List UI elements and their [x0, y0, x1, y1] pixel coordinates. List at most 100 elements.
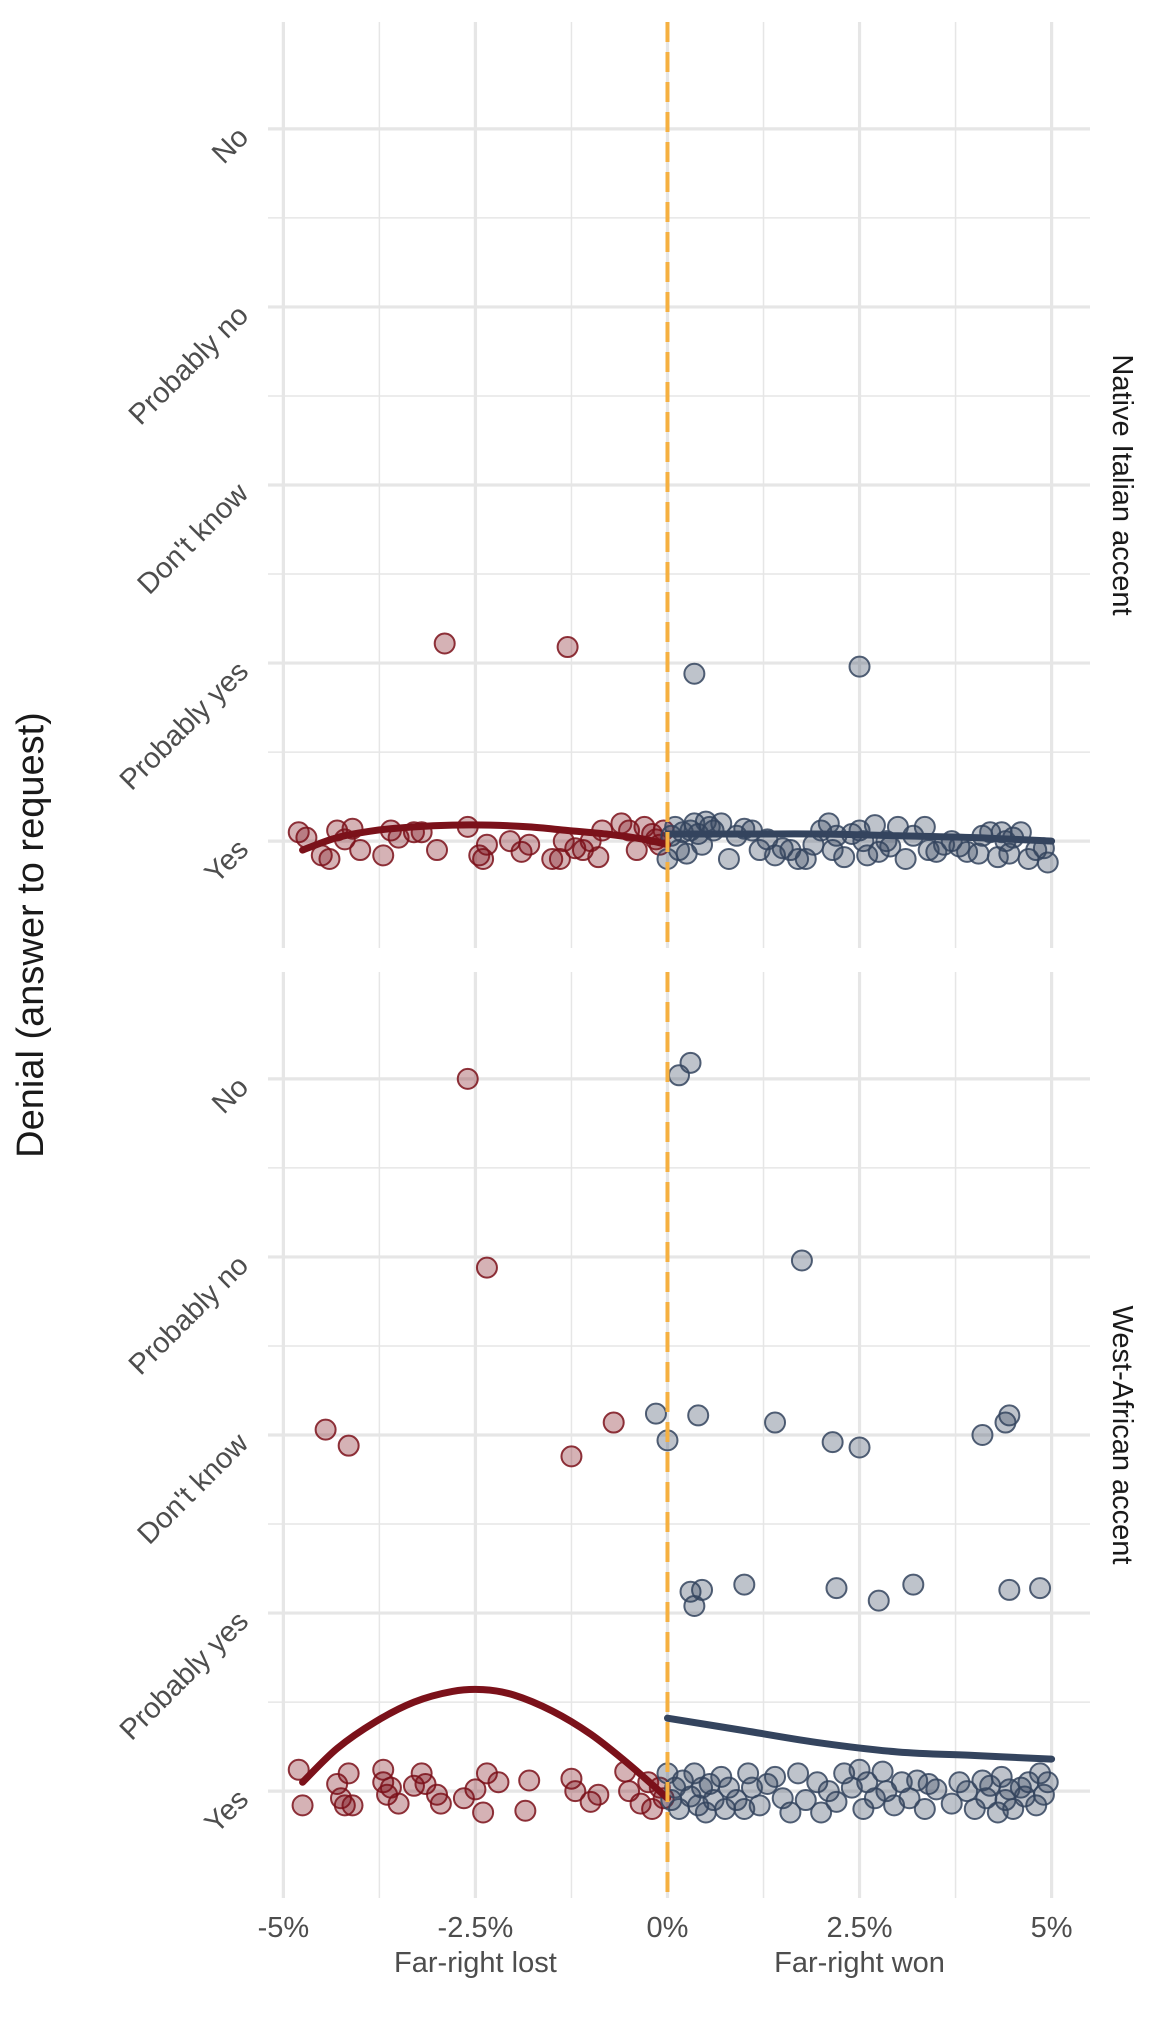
data-point: [464, 1778, 487, 1801]
data-point: [291, 1794, 314, 1817]
data-point: [587, 1783, 610, 1806]
data-point: [779, 1801, 802, 1824]
data-point: [990, 1765, 1013, 1788]
data-point: [867, 1589, 890, 1612]
data-point: [602, 1411, 625, 1434]
data-point: [679, 1051, 702, 1074]
data-point: [560, 1767, 583, 1790]
data-point: [998, 1578, 1021, 1601]
data-point: [825, 1577, 848, 1600]
data-point: [717, 1776, 740, 1799]
y-tick-label: No: [206, 1071, 255, 1120]
data-point: [337, 1434, 360, 1457]
data-point: [871, 1760, 894, 1783]
data-point: [848, 1758, 871, 1781]
fit-line-lost: [299, 821, 671, 854]
text-layer: Denial (answer to request) Yes Probably y…: [10, 121, 1138, 1979]
data-point: [787, 847, 810, 870]
data-point: [683, 662, 706, 685]
data-point: [514, 1799, 537, 1822]
y-tick-label: Probably yes: [114, 655, 255, 796]
panel-strip-label: Native Italian accent: [1106, 354, 1138, 615]
data-point: [764, 1765, 787, 1788]
fit-lines-layer: [299, 821, 1056, 1802]
y-tick-label: Probably no: [123, 1249, 255, 1381]
data-point: [825, 1790, 848, 1813]
data-point: [548, 847, 571, 870]
y-tick-label: Probably no: [123, 299, 255, 431]
x-tick-label: 5%: [1031, 1912, 1073, 1944]
data-point: [794, 1789, 817, 1812]
data-point: [337, 1762, 360, 1785]
data-point: [810, 1801, 833, 1824]
data-point: [902, 1573, 925, 1596]
data-point: [748, 1794, 771, 1817]
data-point: [787, 1762, 810, 1785]
data-point: [541, 847, 564, 870]
data-point: [971, 1424, 994, 1446]
data-point: [644, 1402, 667, 1425]
data-point: [1036, 851, 1059, 874]
x-tick-label: 2.5%: [826, 1912, 892, 1944]
data-point: [372, 844, 395, 867]
data-point: [733, 1573, 756, 1596]
y-tick-label: Don't know: [132, 1427, 256, 1551]
points-layer: [287, 632, 1059, 1824]
data-point: [475, 1256, 498, 1279]
y-tick-label: Yes: [199, 1783, 255, 1839]
data-point: [318, 847, 341, 870]
data-point: [833, 846, 856, 869]
x-tick-label: 0%: [647, 1912, 689, 1944]
y-tick-label: Yes: [199, 833, 255, 889]
fit-line-won: [663, 830, 1056, 845]
data-point: [925, 1778, 948, 1801]
data-point: [387, 1792, 410, 1815]
data-point: [564, 1780, 587, 1803]
data-point: [998, 1404, 1021, 1427]
data-point: [456, 1067, 479, 1090]
fit-line-lost: [299, 1685, 671, 1802]
fit-line-won: [663, 1714, 1056, 1763]
data-point: [629, 1792, 652, 1815]
data-point: [475, 833, 498, 856]
x-group-label: Far-right lost: [394, 1947, 557, 1979]
data-point: [687, 1404, 710, 1427]
data-point: [287, 1758, 310, 1781]
data-point: [691, 1578, 714, 1601]
x-tick-label: -2.5%: [438, 1912, 514, 1944]
data-point: [518, 1769, 541, 1792]
x-group-label: Far-right won: [774, 1947, 945, 1979]
data-point: [333, 1794, 356, 1817]
y-tick-label: No: [206, 121, 255, 170]
data-point: [556, 636, 579, 659]
data-point: [625, 839, 648, 862]
data-point: [349, 839, 372, 862]
y-tick-label: Don't know: [132, 477, 256, 601]
data-point: [717, 847, 740, 870]
data-point: [560, 1445, 583, 1468]
grid-layer: [268, 22, 1090, 1898]
data-point: [821, 1431, 844, 1454]
data-point: [913, 1797, 936, 1820]
data-point: [429, 1792, 452, 1815]
data-point: [487, 1771, 510, 1794]
data-point: [518, 833, 541, 856]
y-axis-title: Denial (answer to request): [10, 712, 52, 1158]
data-point: [587, 846, 610, 869]
data-point: [790, 1249, 813, 1272]
data-point: [848, 1436, 871, 1459]
data-point: [894, 847, 917, 870]
data-point: [341, 1794, 364, 1817]
data-point: [433, 632, 456, 655]
data-point: [848, 655, 871, 678]
data-point: [863, 1787, 886, 1810]
data-point: [771, 837, 794, 860]
data-point: [314, 1418, 337, 1441]
data-point: [940, 1792, 963, 1815]
data-point: [472, 1801, 495, 1824]
data-point: [1036, 1771, 1059, 1794]
data-point: [1029, 1577, 1052, 1600]
x-tick-label: -5%: [258, 1912, 310, 1944]
